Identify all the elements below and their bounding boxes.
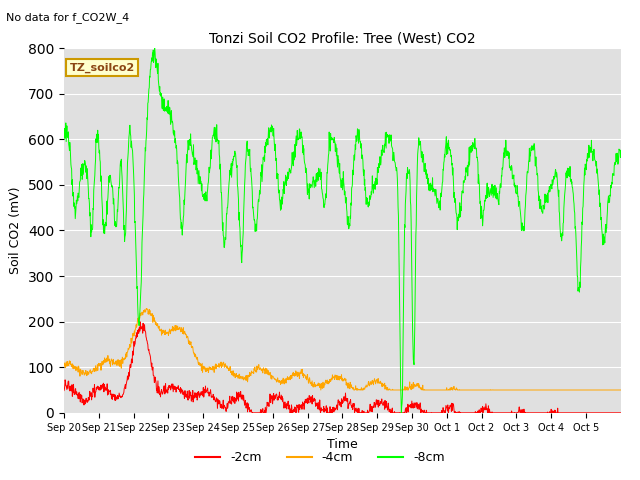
Text: TZ_soilco2: TZ_soilco2 — [70, 62, 135, 73]
-8cm — [147, 60, 155, 66]
-4cm — [317, 387, 324, 393]
-2cm — [556, 410, 564, 416]
-4cm — [148, 313, 156, 319]
Title: Tonzi Soil CO2 Profile: Tree (West) CO2: Tonzi Soil CO2 Profile: Tree (West) CO2 — [209, 32, 476, 46]
-2cm — [617, 410, 625, 416]
-2cm — [318, 407, 326, 412]
X-axis label: Time: Time — [327, 438, 358, 451]
-4cm — [318, 381, 326, 387]
-4cm — [611, 387, 618, 393]
-8cm — [617, 148, 625, 154]
-8cm — [556, 222, 564, 228]
-4cm — [328, 372, 336, 378]
-2cm — [474, 410, 482, 416]
Y-axis label: Soil CO2 (mV): Soil CO2 (mV) — [10, 187, 22, 274]
-2cm — [60, 388, 68, 394]
Legend: -2cm, -4cm, -8cm: -2cm, -4cm, -8cm — [190, 446, 450, 469]
Line: -2cm: -2cm — [64, 322, 621, 413]
Text: No data for f_CO2W_4: No data for f_CO2W_4 — [6, 12, 130, 23]
-8cm — [611, 162, 618, 168]
-8cm — [317, 186, 325, 192]
Line: -4cm: -4cm — [64, 309, 621, 390]
-2cm — [148, 364, 156, 370]
-8cm — [474, 180, 482, 186]
-4cm — [60, 364, 68, 370]
-8cm — [60, 136, 68, 142]
-2cm — [136, 319, 144, 324]
-4cm — [556, 387, 564, 393]
-2cm — [611, 410, 618, 416]
-4cm — [143, 306, 150, 312]
-2cm — [328, 410, 336, 416]
-8cm — [397, 410, 405, 416]
-8cm — [328, 135, 336, 141]
-4cm — [474, 387, 482, 393]
-4cm — [617, 387, 625, 393]
-2cm — [249, 410, 257, 416]
Line: -8cm: -8cm — [64, 48, 621, 413]
-8cm — [151, 45, 159, 51]
